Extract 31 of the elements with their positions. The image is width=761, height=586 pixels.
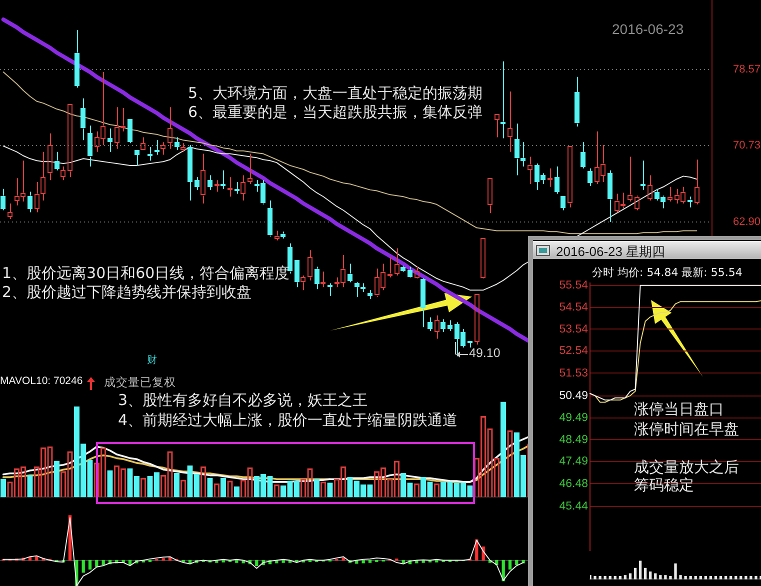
- y-tick-label: 51.53: [559, 367, 588, 380]
- text: 成交量已复权: [104, 375, 176, 389]
- annotation: 1、股价远离30日和60日线，符合偏离程度: [2, 264, 290, 282]
- annotation: 49.10: [469, 346, 500, 361]
- annotation: 财: [147, 355, 157, 366]
- y-tick-label: 54.54: [559, 301, 589, 314]
- y-tick-label: 52.54: [559, 345, 589, 358]
- y-tick-label: 46.48: [559, 478, 588, 490]
- chart-title: 2016-06-23 星期四: [556, 244, 666, 260]
- chart-subtitle: 分时 均价: 54.84 最新: 55.54: [592, 266, 742, 280]
- y-tick-label: 62.90: [733, 216, 761, 228]
- y-tick-label: 70.73: [733, 140, 761, 152]
- annotation: 涨停当日盘口: [634, 400, 724, 418]
- y-tick-label: 53.54: [559, 323, 589, 336]
- annotation: 2016-06-23: [612, 21, 684, 38]
- y-tick-label: 78.57: [733, 63, 761, 76]
- y-tick-label: 55.54: [559, 280, 589, 292]
- annotation: 涨停时间在早盘: [634, 420, 739, 438]
- y-tick-label: 45.44: [559, 500, 589, 513]
- annotation: 筹码稳定: [634, 476, 694, 494]
- annotation: 5、大环境方面，大盘一直处于稳定的振荡期: [188, 84, 483, 102]
- y-tick-label: 49.49: [559, 412, 588, 424]
- y-tick-label: 47.49: [559, 456, 588, 468]
- annotation: 3、股性有多好自不必多说，妖王之王: [118, 391, 368, 409]
- annotation: 4、前期经过大幅上涨，股价一直处于缩量阴跌通道: [118, 411, 458, 429]
- text: MAVOL10: 70246: [0, 375, 83, 388]
- annotation: 2、股价越过下降趋势线并保持到收盘: [2, 283, 252, 301]
- y-tick-label: 48.49: [559, 434, 588, 446]
- annotation: 6、最重要的是，当天超跌股共振，集体反弹: [188, 103, 483, 121]
- annotation: 成交量放大之后: [634, 458, 739, 476]
- y-tick-label: 50.49: [559, 390, 588, 402]
